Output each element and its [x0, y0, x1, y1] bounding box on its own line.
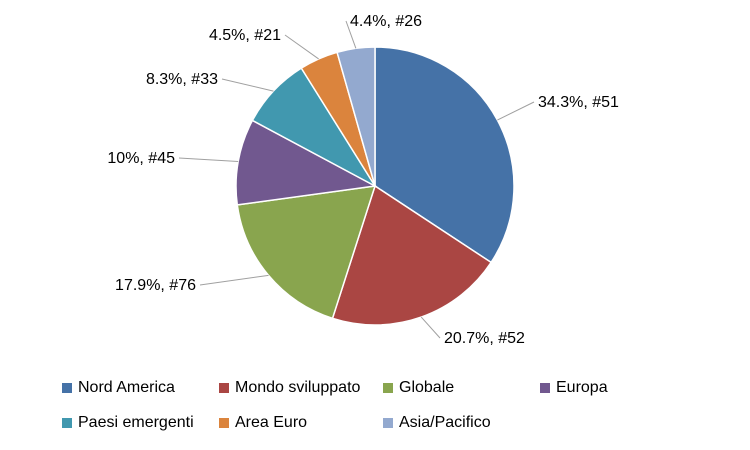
leader-lines — [178, 20, 535, 339]
pie-slice-asia-pacifico — [336, 46, 376, 187]
data-label: 4.4%, #26 — [350, 13, 422, 30]
leader-line — [420, 316, 441, 339]
leader-line — [221, 78, 274, 92]
pie-slice-mondo-sviluppato — [331, 184, 493, 326]
data-label: 17.9%, #76 — [115, 277, 196, 294]
leader-line — [497, 101, 535, 121]
leader-line — [284, 34, 319, 60]
leader-line — [345, 20, 357, 49]
pie-slice-europa — [235, 119, 378, 206]
leader-line — [199, 274, 269, 286]
data-label: 34.3%, #51 — [538, 94, 619, 111]
data-label: 20.7%, #52 — [444, 330, 525, 347]
data-label: 4.5%, #21 — [209, 27, 281, 44]
data-label: 10%, #45 — [107, 150, 175, 167]
data-label: 8.3%, #33 — [146, 71, 218, 88]
leader-line — [178, 157, 239, 162]
pie-slices — [235, 46, 515, 326]
data-labels: 34.3%, #51 20.7%, #52 17.9%, #76 10%, #45 8.… — [107, 13, 619, 347]
